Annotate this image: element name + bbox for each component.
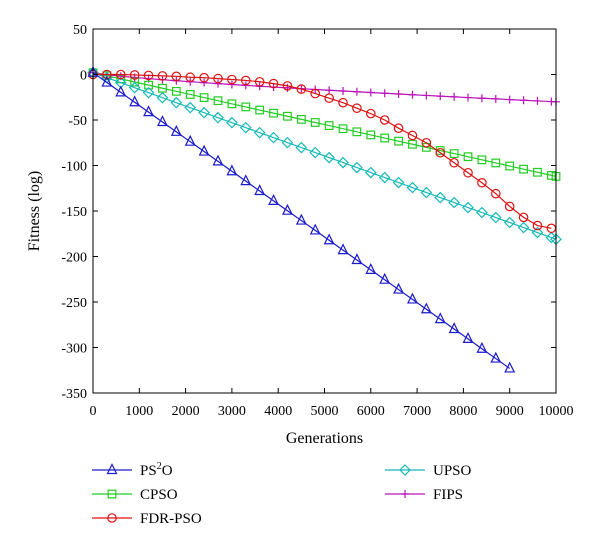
data-point bbox=[200, 79, 208, 87]
series-upso bbox=[88, 68, 561, 245]
y-tick-label: -50 bbox=[68, 114, 87, 129]
legend-item: UPSO bbox=[385, 463, 472, 479]
y-tick-label: -100 bbox=[61, 160, 87, 175]
x-tick-label: 10000 bbox=[539, 404, 574, 419]
data-point bbox=[422, 91, 430, 99]
y-tick-label: 50 bbox=[73, 23, 87, 38]
data-point bbox=[242, 81, 250, 89]
legend-item: CPSO bbox=[92, 487, 178, 503]
plot-layer bbox=[88, 67, 561, 372]
y-tick-label: 0 bbox=[80, 69, 87, 84]
data-point bbox=[408, 91, 416, 99]
series-cpso bbox=[89, 69, 560, 180]
data-point bbox=[353, 88, 361, 96]
data-point bbox=[464, 94, 472, 102]
y-axis-label: Fitness (log) bbox=[26, 171, 43, 251]
y-tick-label: -200 bbox=[61, 251, 87, 266]
data-point bbox=[492, 95, 500, 103]
x-axis-label: Generations bbox=[286, 430, 363, 447]
data-point bbox=[450, 93, 458, 101]
legend-label: PS2O bbox=[140, 461, 173, 479]
y-tick-label: -250 bbox=[61, 296, 87, 311]
x-tick-label: 1000 bbox=[125, 404, 153, 419]
x-tick-label: 5000 bbox=[311, 404, 339, 419]
data-point bbox=[506, 96, 514, 104]
legend-label: UPSO bbox=[433, 463, 472, 479]
data-point bbox=[395, 90, 403, 98]
x-tick-label: 3000 bbox=[218, 404, 246, 419]
y-tick-label: -350 bbox=[61, 387, 87, 402]
data-point bbox=[533, 97, 541, 105]
legend-marker bbox=[108, 465, 117, 474]
x-tick-label: 4000 bbox=[264, 404, 292, 419]
y-tick-label: -300 bbox=[61, 342, 87, 357]
data-point bbox=[381, 89, 389, 97]
legend-label: FDR-PSO bbox=[140, 511, 202, 527]
y-tick-label: -150 bbox=[61, 205, 87, 220]
legend-item: PS2O bbox=[92, 461, 173, 479]
data-point bbox=[367, 89, 375, 97]
x-tick-label: 8000 bbox=[449, 404, 477, 419]
x-tick-label: 7000 bbox=[403, 404, 431, 419]
legend-label: CPSO bbox=[140, 487, 178, 503]
legend-marker bbox=[401, 490, 409, 498]
x-tick-label: 9000 bbox=[496, 404, 524, 419]
data-point bbox=[478, 94, 486, 102]
x-tick-label: 2000 bbox=[172, 404, 200, 419]
series-ps-o bbox=[89, 67, 515, 372]
series-line bbox=[93, 73, 510, 369]
data-point bbox=[436, 92, 444, 100]
data-point bbox=[520, 96, 528, 104]
legend-item: FDR-PSO bbox=[92, 511, 202, 527]
x-tick-label: 0 bbox=[90, 404, 97, 419]
legend: PS2O CPSO FDR-PSO UPSO FIPS bbox=[92, 461, 472, 527]
data-point bbox=[325, 86, 333, 94]
series-fdr-pso bbox=[89, 70, 556, 232]
data-point bbox=[228, 80, 236, 88]
legend-item: FIPS bbox=[385, 487, 463, 503]
data-point bbox=[505, 363, 514, 372]
data-point bbox=[214, 80, 222, 88]
legend-label: FIPS bbox=[433, 487, 463, 503]
series-line bbox=[93, 73, 556, 177]
x-tick-label: 6000 bbox=[357, 404, 385, 419]
data-point bbox=[339, 87, 347, 95]
